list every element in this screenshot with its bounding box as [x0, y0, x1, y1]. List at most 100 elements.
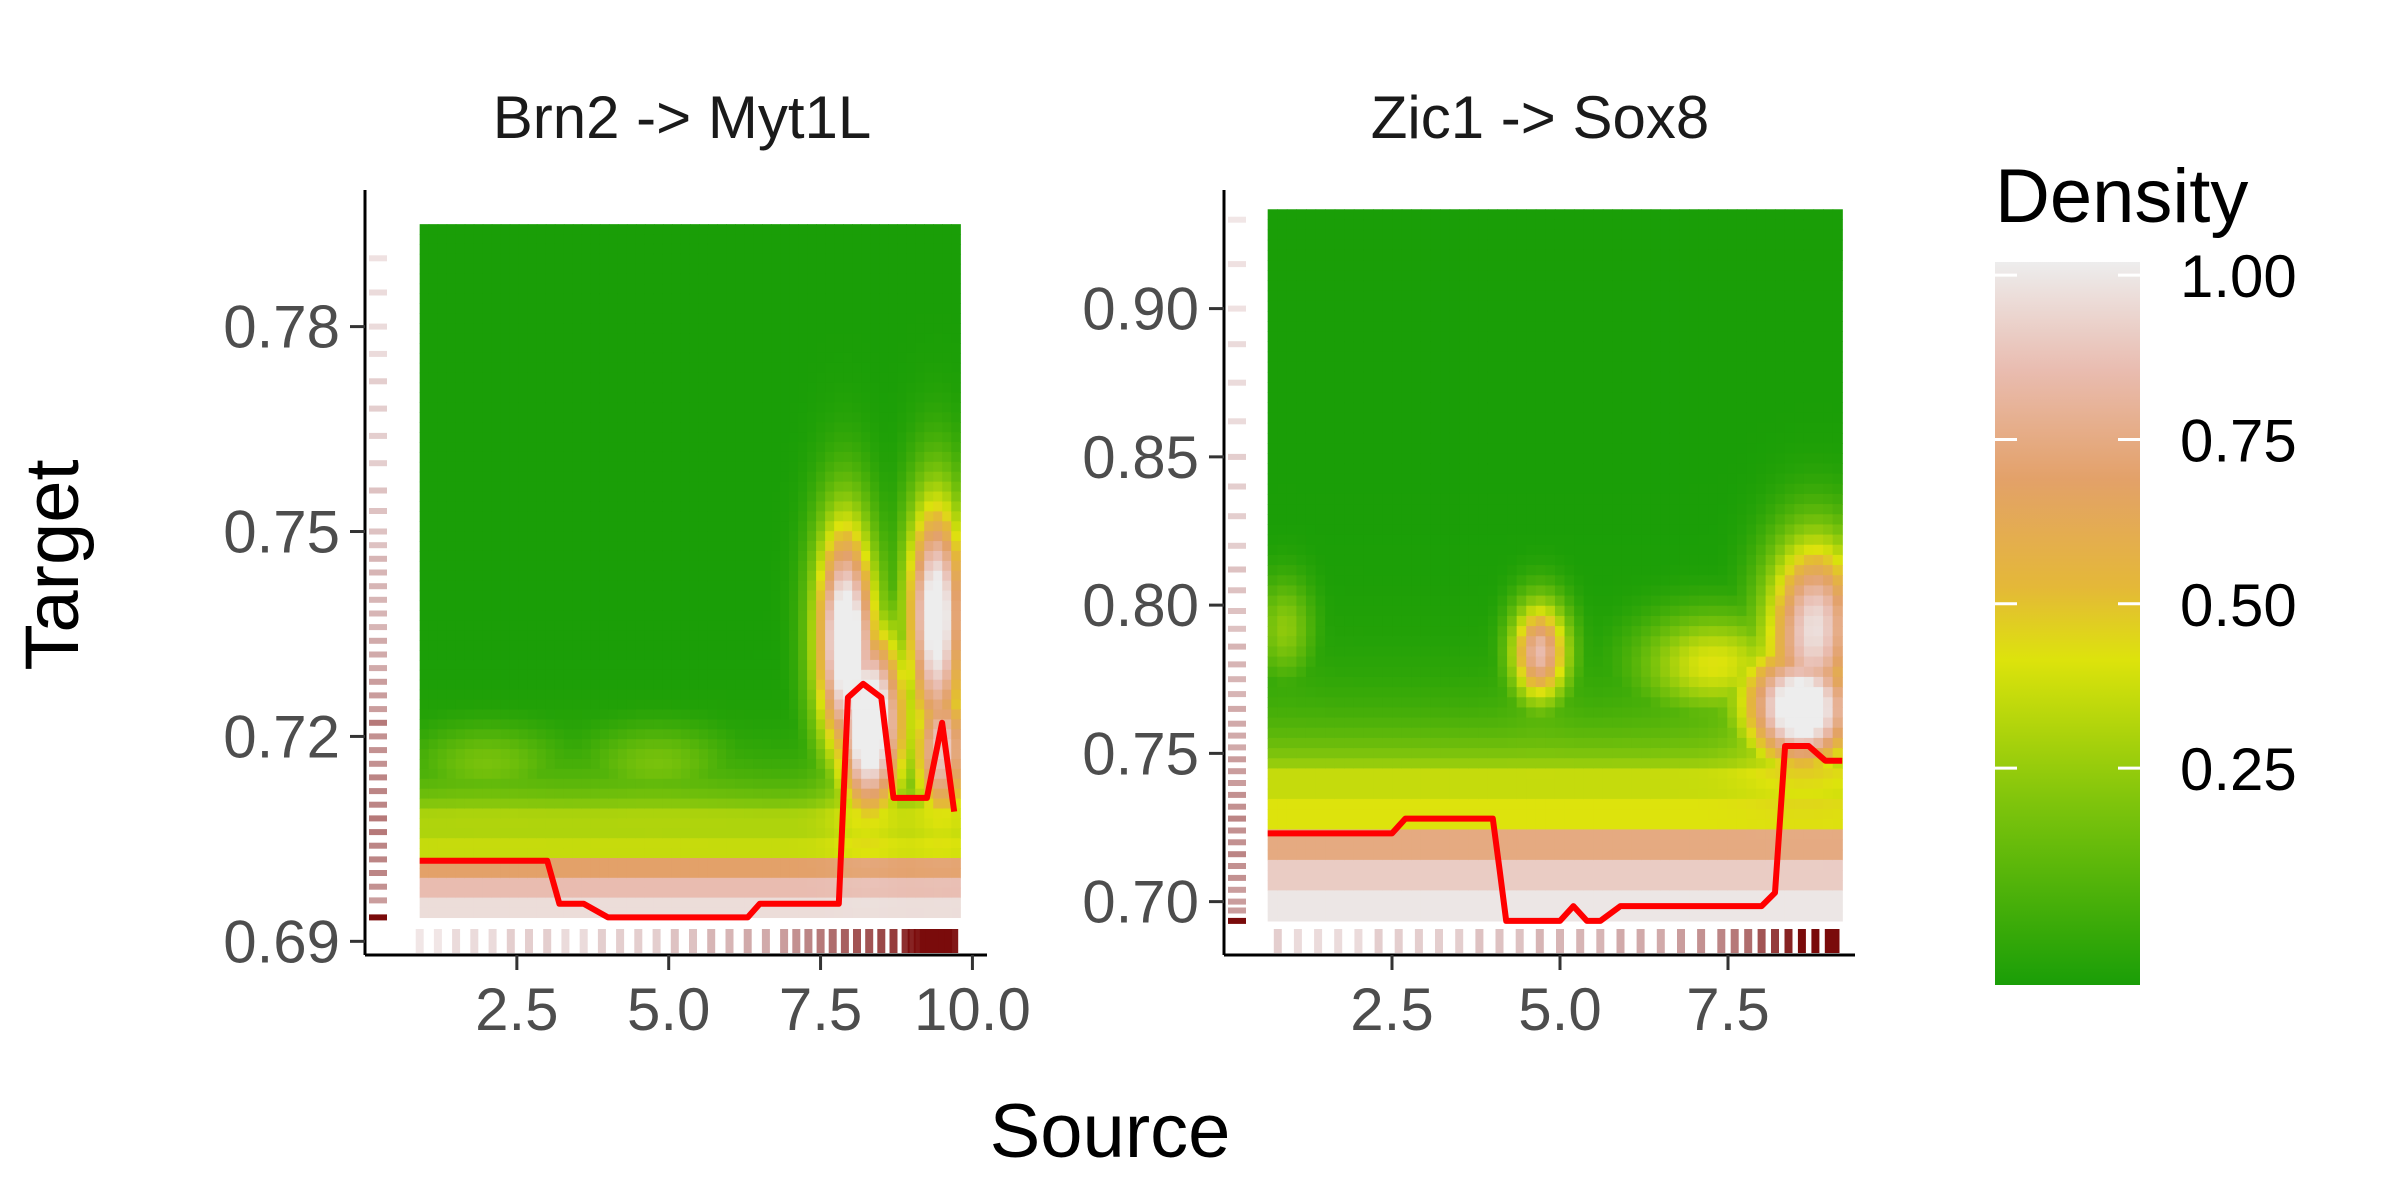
heat-cell [897, 412, 907, 423]
heat-cell [437, 877, 448, 889]
heat-cell [698, 570, 709, 582]
heat-cell [572, 739, 583, 750]
heat-cell [698, 887, 709, 899]
heat-cell [545, 442, 556, 453]
heat-cell [707, 600, 718, 611]
heat-cell [590, 640, 601, 651]
heat-cell [518, 818, 529, 829]
heat-cell [572, 749, 583, 760]
heat-cell [554, 323, 565, 334]
heat-cell [545, 511, 556, 522]
heat-cell [1277, 534, 1288, 546]
heat-cell [527, 798, 538, 810]
rug-mark-x [877, 929, 886, 953]
heat-cell [482, 372, 493, 384]
heat-cell [590, 758, 601, 770]
heat-cell [500, 224, 511, 235]
heat-cell [897, 491, 907, 503]
heat-cell [689, 333, 700, 344]
heat-cell [789, 640, 799, 651]
heat-cell [780, 818, 790, 829]
heat-cell [915, 471, 925, 483]
heat-cell [617, 669, 628, 681]
heat-cell [671, 709, 682, 720]
heat-cell [662, 768, 673, 780]
heat-cell [789, 263, 799, 275]
heat-cell [500, 422, 511, 433]
heat-cell [698, 253, 709, 265]
heat-cell [1334, 697, 1345, 709]
heat-cell [915, 511, 925, 522]
heat-cell [491, 590, 502, 602]
heat-cell [771, 659, 781, 671]
heat-cell [662, 729, 673, 740]
heat-cell [482, 848, 493, 859]
heat-cell [861, 442, 871, 453]
heat-cell [753, 372, 763, 384]
heat-cell [1325, 443, 1336, 454]
heat-cell [807, 610, 817, 621]
heat-cell [717, 333, 727, 344]
heat-cell [1334, 300, 1345, 312]
heat-cell [1277, 595, 1288, 607]
heat-cell [518, 630, 529, 641]
heat-cell [834, 768, 844, 780]
heat-cell [581, 749, 592, 760]
rug-mark-y [369, 460, 387, 467]
heat-cell [491, 521, 502, 532]
heat-cell [491, 610, 502, 621]
heat-cell [906, 491, 916, 503]
heat-cell [617, 887, 628, 899]
heat-cell [825, 818, 835, 829]
heat-cell [717, 501, 727, 512]
heat-cell [780, 511, 790, 522]
heat-cell [446, 293, 457, 304]
heat-cell [825, 768, 835, 780]
heat-cell [879, 412, 889, 423]
heat-cell [473, 689, 484, 701]
heat-cell [572, 442, 583, 453]
heat-cell [428, 323, 439, 334]
heat-cell [1305, 778, 1317, 790]
heat-cell [798, 818, 808, 829]
heat-cell [635, 877, 646, 889]
heat-cell [870, 739, 880, 750]
heat-cell [717, 858, 727, 869]
heat-cell [527, 620, 538, 631]
heat-cell [852, 451, 862, 463]
heat-cell [599, 343, 610, 354]
heat-cell [879, 501, 889, 512]
heat-cell [455, 491, 466, 503]
heat-cell [581, 313, 592, 324]
heat-cell [1305, 229, 1317, 241]
heat-cell [924, 887, 934, 899]
heat-cell [1353, 565, 1365, 576]
heat-cell [879, 600, 889, 611]
heat-cell [482, 253, 493, 265]
heat-cell [906, 828, 916, 839]
heat-cell [780, 749, 790, 760]
heat-cell [680, 323, 691, 334]
heat-cell [671, 541, 682, 552]
heat-cell [437, 283, 448, 295]
heat-cell [771, 600, 781, 611]
heat-cell [1344, 880, 1355, 892]
heat-cell [798, 580, 808, 592]
heat-cell [1334, 473, 1345, 485]
heat-cell [446, 838, 457, 849]
heat-cell [897, 442, 907, 453]
heat-cell [897, 788, 907, 800]
heat-cell [1325, 758, 1336, 770]
heat-cell [635, 828, 646, 839]
heat-cell [933, 897, 943, 909]
heat-cell [455, 224, 466, 235]
heat-cell [428, 788, 439, 800]
heat-cell [735, 303, 745, 314]
heat-cell [726, 650, 736, 661]
heat-cell [915, 610, 925, 621]
heat-cell [500, 778, 511, 790]
heat-cell [653, 848, 664, 859]
heat-cell [906, 481, 916, 493]
heat-cell [780, 313, 790, 324]
heat-cell [428, 877, 439, 889]
